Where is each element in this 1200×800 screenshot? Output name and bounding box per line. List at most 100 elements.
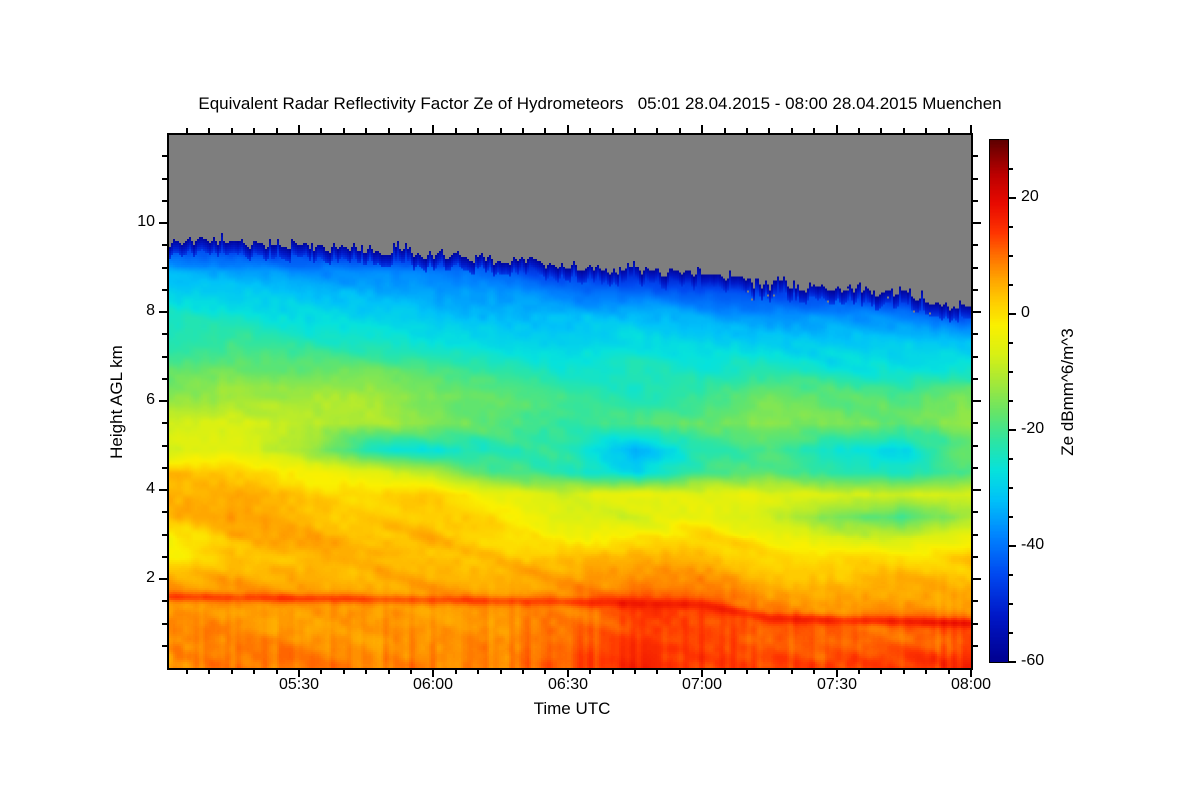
x-minor-tick-top — [880, 128, 882, 133]
y-minor-tick — [162, 267, 167, 269]
colorbar-minor-tick — [1009, 574, 1013, 576]
y-minor-tick — [162, 623, 167, 625]
y-major-tick — [159, 578, 167, 580]
x-minor-tick-top — [813, 128, 815, 133]
x-minor-tick — [903, 669, 905, 674]
y-major-tick-right — [973, 578, 981, 580]
x-tick-label: 08:00 — [950, 676, 992, 693]
y-minor-tick — [162, 200, 167, 202]
colorbar-major-tick — [1009, 661, 1016, 663]
chart-title: Equivalent Radar Reflectivity Factor Ze … — [198, 94, 1002, 113]
y-minor-tick-right — [973, 623, 978, 625]
y-minor-tick — [162, 556, 167, 558]
y-major-tick-right — [973, 222, 981, 224]
colorbar-minor-tick — [1009, 400, 1013, 402]
y-minor-tick — [162, 511, 167, 513]
x-minor-tick — [656, 669, 658, 674]
y-minor-tick — [162, 178, 167, 180]
x-minor-tick-top — [208, 128, 210, 133]
x-minor-tick-top — [768, 128, 770, 133]
x-major-tick-top — [970, 125, 972, 133]
y-minor-tick-right — [973, 467, 978, 469]
x-major-tick-top — [701, 125, 703, 133]
y-minor-tick-right — [973, 333, 978, 335]
x-minor-tick-top — [589, 128, 591, 133]
y-major-tick — [159, 400, 167, 402]
y-minor-tick — [162, 289, 167, 291]
colorbar-minor-tick — [1009, 168, 1013, 170]
x-minor-tick — [343, 669, 345, 674]
x-minor-tick-top — [231, 128, 233, 133]
y-major-tick-right — [973, 489, 981, 491]
x-minor-tick — [925, 669, 927, 674]
x-minor-tick — [880, 669, 882, 674]
colorbar-canvas — [990, 140, 1008, 662]
y-minor-tick-right — [973, 356, 978, 358]
x-minor-tick — [948, 669, 950, 674]
y-tick-label: 2 — [146, 569, 155, 586]
x-major-tick-top — [298, 125, 300, 133]
x-tick-label: 06:30 — [547, 676, 589, 693]
colorbar-tick-label: -60 — [1021, 652, 1045, 669]
colorbar-label: Ze dBmm^6/m^3 — [1058, 328, 1077, 456]
x-minor-tick — [724, 669, 726, 674]
colorbar-major-tick — [1009, 313, 1016, 315]
colorbar-minor-tick — [1009, 342, 1013, 344]
x-minor-tick-top — [634, 128, 636, 133]
x-minor-tick — [768, 669, 770, 674]
y-major-tick — [159, 222, 167, 224]
colorbar-major-tick — [1009, 545, 1016, 547]
x-minor-tick — [388, 669, 390, 674]
colorbar-tick-label: 20 — [1021, 188, 1039, 205]
x-minor-tick-top — [522, 128, 524, 133]
x-minor-tick-top — [365, 128, 367, 133]
x-major-tick-top — [567, 125, 569, 133]
y-minor-tick — [162, 422, 167, 424]
y-minor-tick-right — [973, 534, 978, 536]
y-minor-tick-right — [973, 378, 978, 380]
x-minor-tick — [679, 669, 681, 674]
y-minor-tick-right — [973, 267, 978, 269]
x-minor-tick-top — [903, 128, 905, 133]
colorbar-minor-tick — [1009, 632, 1013, 634]
y-tick-label: 4 — [146, 480, 155, 497]
y-major-tick-right — [973, 311, 981, 313]
x-minor-tick-top — [276, 128, 278, 133]
y-minor-tick-right — [973, 600, 978, 602]
colorbar-minor-tick — [1009, 284, 1013, 286]
x-minor-tick — [791, 669, 793, 674]
x-minor-tick-top — [455, 128, 457, 133]
x-minor-tick — [455, 669, 457, 674]
colorbar-tick-label: 0 — [1021, 304, 1030, 321]
y-axis-label: Height AGL km — [107, 345, 126, 459]
y-minor-tick — [162, 333, 167, 335]
x-minor-tick-top — [186, 128, 188, 133]
x-minor-tick-top — [948, 128, 950, 133]
x-minor-tick — [589, 669, 591, 674]
colorbar-minor-tick — [1009, 487, 1013, 489]
x-minor-tick — [231, 669, 233, 674]
x-major-tick — [567, 669, 569, 677]
x-minor-tick-top — [343, 128, 345, 133]
x-minor-tick-top — [791, 128, 793, 133]
x-minor-tick-top — [477, 128, 479, 133]
colorbar-minor-tick — [1009, 603, 1013, 605]
x-minor-tick-top — [253, 128, 255, 133]
x-minor-tick — [365, 669, 367, 674]
x-axis-label: Time UTC — [533, 699, 611, 718]
x-major-tick — [836, 669, 838, 677]
x-minor-tick — [500, 669, 502, 674]
x-minor-tick-top — [612, 128, 614, 133]
y-minor-tick-right — [973, 289, 978, 291]
x-minor-tick-top — [746, 128, 748, 133]
x-minor-tick-top — [388, 128, 390, 133]
y-minor-tick-right — [973, 244, 978, 246]
x-minor-tick — [746, 669, 748, 674]
y-minor-tick — [162, 534, 167, 536]
y-minor-tick-right — [973, 155, 978, 157]
colorbar-major-tick — [1009, 429, 1016, 431]
x-minor-tick-top — [679, 128, 681, 133]
y-tick-label: 10 — [137, 213, 155, 230]
y-minor-tick — [162, 467, 167, 469]
